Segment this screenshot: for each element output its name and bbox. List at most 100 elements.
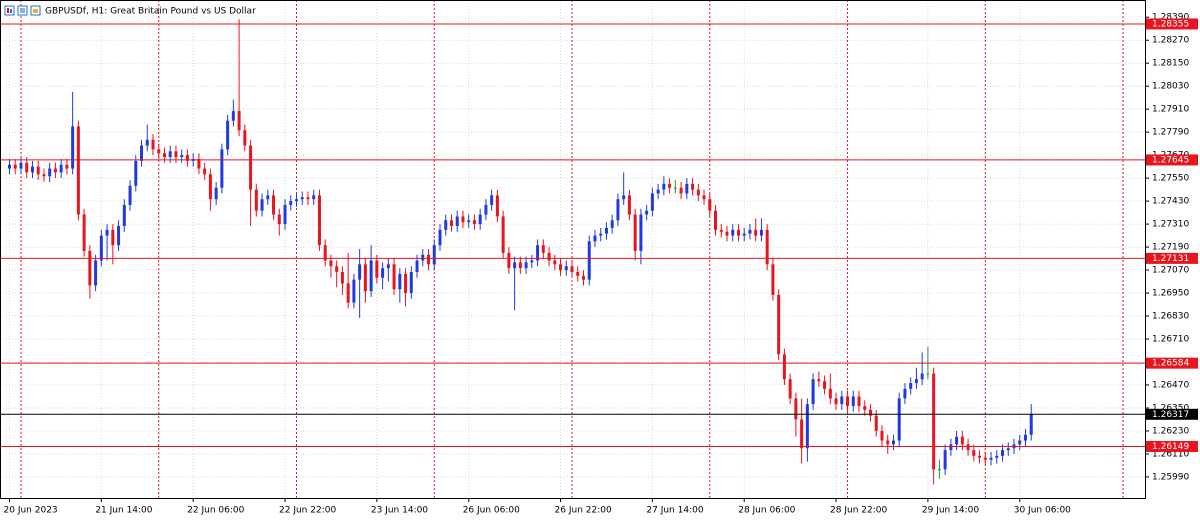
candle-body	[421, 254, 425, 261]
y-tick-label: 1.28150	[1152, 59, 1189, 69]
candle-body	[604, 227, 608, 234]
candle-body	[335, 266, 339, 272]
candle-body	[174, 151, 178, 158]
candle-body	[1006, 448, 1010, 451]
icon	[20, 8, 25, 13]
candle-body	[369, 260, 373, 292]
candle-body	[656, 189, 660, 194]
y-tick-label: 1.26110	[1152, 449, 1189, 459]
candle-body	[427, 254, 431, 265]
price-tag-label: 1.26584	[1152, 359, 1189, 369]
candle-body	[547, 252, 551, 261]
candle-body	[513, 262, 517, 269]
candle-body	[972, 450, 976, 456]
x-tick-label: 22 Jun 06:00	[187, 506, 244, 516]
candle-body	[587, 241, 591, 280]
candle-body	[352, 279, 356, 303]
candle-body	[759, 229, 763, 236]
candle-body	[869, 409, 872, 416]
candle-body	[685, 183, 689, 194]
candle-body	[490, 195, 494, 205]
x-tick-label: 28 Jun 22:00	[830, 506, 887, 516]
candle-body	[329, 260, 333, 267]
candle-body	[59, 164, 63, 173]
candle-body	[19, 162, 23, 169]
candle-body	[386, 264, 390, 269]
candle-body	[943, 450, 947, 470]
candle-body	[82, 214, 86, 251]
candle-body	[30, 166, 34, 173]
candle-body	[478, 214, 482, 225]
candle-body	[622, 195, 626, 200]
candle-body	[559, 264, 563, 271]
candle-body	[978, 455, 982, 458]
x-tick-label: 23 Jun 14:00	[371, 506, 428, 516]
candle-body	[599, 233, 603, 236]
y-tick-label: 1.27190	[1152, 243, 1189, 253]
x-tick-label: 26 Jun 06:00	[463, 506, 520, 516]
candle-body	[507, 252, 511, 269]
candle-body	[782, 354, 786, 380]
candle-body	[237, 111, 241, 131]
candle-body	[805, 404, 809, 449]
candle-body	[214, 187, 218, 200]
candle-body	[117, 226, 121, 246]
candle-body	[128, 185, 132, 205]
y-tick-label: 1.27790	[1152, 128, 1189, 138]
candle-body	[449, 220, 453, 227]
candle-body	[863, 406, 867, 410]
candle-body	[668, 183, 672, 188]
candle-body	[312, 195, 316, 200]
grid-layer	[0, 0, 1145, 498]
candle-body	[220, 149, 224, 188]
candle-body	[788, 379, 792, 399]
candle-body	[71, 126, 75, 169]
icon	[10, 9, 12, 13]
price-tag	[1146, 154, 1198, 166]
candle-body	[88, 250, 92, 286]
candles-layer	[0, 19, 1145, 485]
candle-body	[25, 162, 29, 173]
candle-body	[346, 283, 350, 303]
candle-body	[576, 271, 580, 276]
candle-body	[679, 187, 683, 194]
candle-body	[36, 166, 40, 175]
candle-body	[696, 189, 700, 196]
price-tag-label: 1.27131	[1152, 254, 1189, 264]
candle-body	[99, 235, 103, 261]
candle-body	[857, 396, 861, 407]
candle-body	[185, 155, 189, 161]
candle-body	[777, 294, 781, 355]
y-tick-label: 1.27070	[1152, 266, 1189, 276]
candle-body	[65, 164, 69, 169]
candle-body	[937, 469, 941, 471]
candle-body	[392, 264, 396, 290]
y-tick-label: 1.26950	[1152, 289, 1189, 299]
candle-body	[731, 229, 735, 236]
y-tick-label: 1.26830	[1152, 312, 1189, 322]
y-tick-label: 1.25990	[1152, 472, 1189, 482]
y-tick-label: 1.27910	[1152, 105, 1189, 115]
candle-body	[13, 164, 17, 169]
candle-body	[249, 145, 253, 190]
candle-body	[960, 436, 964, 445]
candle-body	[794, 398, 798, 420]
candle-body	[834, 398, 838, 405]
candle-body	[444, 220, 448, 230]
y-tick-label: 1.27310	[1152, 220, 1189, 230]
candle-body	[949, 444, 953, 451]
icon	[4, 5, 15, 16]
icon	[33, 9, 38, 13]
candle-body	[363, 264, 367, 292]
candle-body	[76, 126, 80, 215]
candle-body	[122, 204, 126, 227]
candle-body	[358, 264, 362, 280]
candle-body	[817, 379, 821, 382]
candle-body	[1029, 413, 1033, 435]
candle-body	[272, 195, 276, 215]
y-tick-label: 1.28030	[1152, 82, 1189, 92]
candle-body	[306, 197, 310, 200]
candle-body	[42, 174, 46, 177]
candle-body	[616, 199, 620, 221]
